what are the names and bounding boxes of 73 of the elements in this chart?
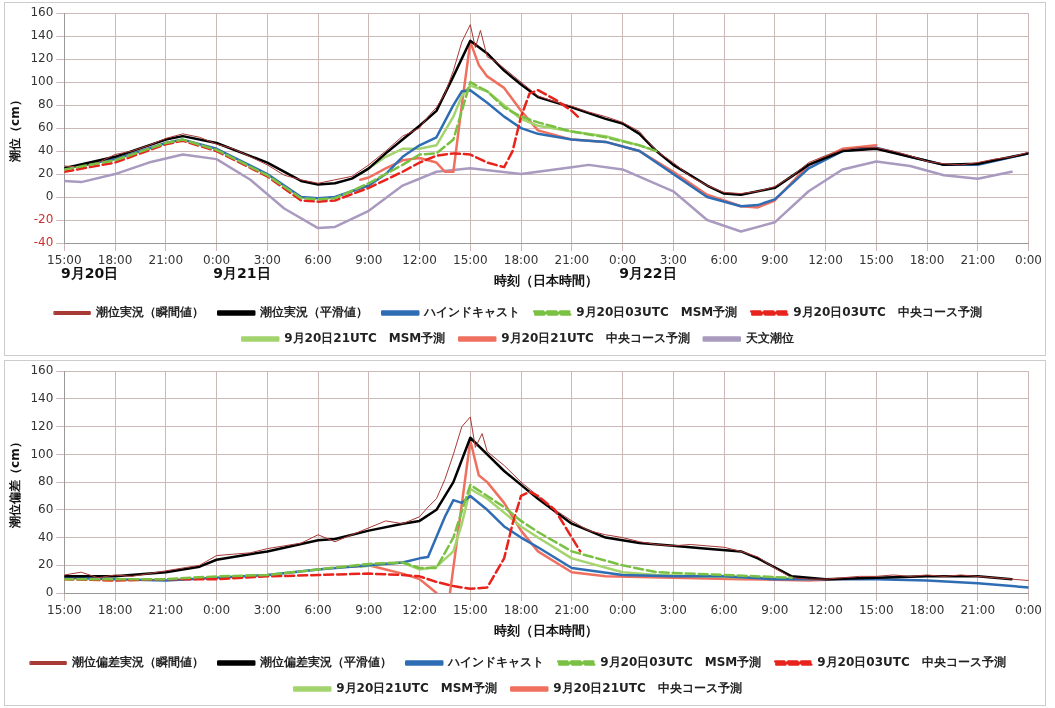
y-tick-label: 80: [38, 97, 54, 112]
x-tick-label: 0:00: [1015, 253, 1042, 268]
x-tick-label: 9:00: [355, 253, 383, 268]
y-tick-label: 40: [38, 529, 54, 544]
legend-label: ハインドキャスト: [447, 655, 545, 670]
legend-label: 潮位実況（平滑値）: [259, 305, 369, 320]
y-axis-title: 潮位（cm）: [8, 94, 23, 163]
y-tick-label: 0: [45, 585, 54, 600]
legend-label: 9月20日21UTC MSM予測: [336, 681, 498, 696]
x-tick-label: 18:00: [503, 253, 539, 268]
x-tick-label: 21:00: [148, 253, 184, 268]
legend-label: 9月20日03UTC 中央コース予測: [817, 655, 1006, 670]
legend-label: 9月20日03UTC MSM予測: [576, 305, 738, 320]
y-tick-label: 60: [38, 501, 54, 516]
y-tick-label: 100: [30, 74, 54, 89]
x-tick-label: 12:00: [808, 253, 843, 268]
x-tick-label: 6:00: [304, 253, 332, 268]
y-tick-label: 20: [38, 166, 54, 181]
legend-label: 潮位実況（瞬間値）: [95, 305, 205, 320]
x-tick-label: 3:00: [253, 603, 281, 618]
y-tick-label: 140: [30, 28, 54, 43]
legend-label: 9月20日21UTC 中央コース予測: [553, 681, 742, 696]
y-tick-label: 100: [30, 446, 54, 461]
x-axis-title: 時刻（日本時間）: [494, 272, 599, 288]
x-tick-label: 3:00: [659, 603, 687, 618]
x-tick-label: 12:00: [402, 603, 437, 618]
x-tick-label: 18:00: [909, 603, 945, 618]
legend-label: 潮位偏差実況（平滑値）: [259, 655, 393, 670]
x-tick-label: 21:00: [960, 253, 996, 268]
x-tick-label: 6:00: [710, 603, 738, 618]
x-tick-label: 15:00: [858, 603, 894, 618]
y-tick-label: 0: [45, 189, 54, 204]
x-tick-label: 15:00: [453, 603, 488, 618]
y-tick-label: 40: [38, 143, 54, 158]
legend-label: ハインドキャスト: [423, 305, 521, 320]
x-tick-label: 12:00: [402, 253, 437, 268]
x-tick-label: 6:00: [304, 603, 332, 618]
x-tick-label: 9:00: [761, 253, 789, 268]
x-tick-label: 0:00: [609, 603, 637, 618]
y-tick-label: 80: [38, 474, 54, 489]
x-tick-label: 18:00: [97, 603, 133, 618]
y-tick-label: 160: [30, 5, 54, 20]
x-tick-label: 15:00: [47, 603, 82, 618]
legend-label: 9月20日21UTC 中央コース予測: [501, 331, 690, 346]
x-tick-label: 9:00: [761, 603, 789, 618]
legend-label: 9月20日03UTC 中央コース予測: [793, 305, 982, 320]
x-tick-label: 21:00: [960, 603, 996, 618]
y-axis-title: 潮位偏差（cm）: [8, 436, 23, 529]
legend-label: 9月20日21UTC MSM予測: [284, 331, 446, 346]
y-tick-label: 60: [38, 120, 54, 135]
legend-label: 天文潮位: [744, 331, 794, 346]
x-tick-label: 21:00: [554, 603, 590, 618]
x-tick-label: 9:00: [355, 603, 383, 618]
y-tick-label: 120: [30, 418, 54, 433]
legend-label: 9月20日03UTC MSM予測: [600, 655, 762, 670]
x-tick-label: 0:00: [203, 603, 231, 618]
y-tick-label: -20: [33, 212, 54, 227]
y-tick-label: 20: [38, 557, 54, 572]
y-tick-label: 140: [30, 391, 54, 406]
x-tick-label: 18:00: [503, 603, 539, 618]
x-tick-label: 6:00: [710, 253, 738, 268]
x-tick-label: 21:00: [554, 253, 590, 268]
legend-label: 潮位偏差実況（瞬間値）: [71, 655, 205, 670]
y-tick-label: 120: [30, 51, 54, 66]
x-tick-label: 15:00: [453, 253, 488, 268]
y-tick-label: 160: [30, 363, 54, 378]
x-tick-label: 12:00: [808, 603, 843, 618]
x-tick-label: 18:00: [909, 253, 945, 268]
x-tick-label: 15:00: [858, 253, 894, 268]
x-axis-title: 時刻（日本時間）: [494, 622, 599, 638]
x-tick-label: 21:00: [148, 603, 184, 618]
y-tick-label: -40: [33, 235, 54, 250]
x-tick-label: 0:00: [1015, 603, 1042, 618]
